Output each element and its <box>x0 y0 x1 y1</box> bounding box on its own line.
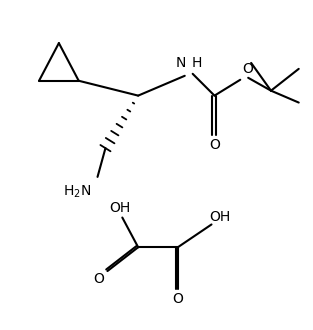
Text: H$_2$N: H$_2$N <box>63 183 91 200</box>
Text: H: H <box>192 56 202 70</box>
Text: OH: OH <box>209 210 230 223</box>
Text: OH: OH <box>110 201 131 214</box>
Text: N: N <box>175 56 186 70</box>
Text: O: O <box>242 62 253 76</box>
Text: O: O <box>172 292 183 306</box>
Text: O: O <box>209 138 220 152</box>
Text: O: O <box>93 272 104 286</box>
